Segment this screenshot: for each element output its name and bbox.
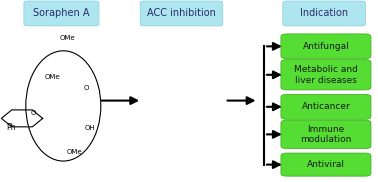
Text: ACC inhibition: ACC inhibition	[147, 8, 216, 18]
Text: Soraphen A: Soraphen A	[33, 8, 90, 18]
FancyBboxPatch shape	[283, 1, 366, 26]
Text: O: O	[31, 110, 36, 116]
FancyBboxPatch shape	[281, 153, 371, 176]
Text: Antiviral: Antiviral	[307, 160, 345, 169]
Text: Anticancer: Anticancer	[302, 102, 350, 111]
Text: OMe: OMe	[44, 74, 60, 80]
Text: Ph: Ph	[6, 123, 15, 132]
FancyBboxPatch shape	[281, 34, 371, 59]
FancyBboxPatch shape	[281, 94, 371, 119]
Text: OMe: OMe	[59, 35, 75, 41]
FancyBboxPatch shape	[281, 120, 371, 149]
Text: O: O	[83, 85, 88, 91]
Text: Immune
modulation: Immune modulation	[300, 125, 352, 144]
Text: Indication: Indication	[300, 8, 348, 18]
FancyBboxPatch shape	[24, 1, 99, 26]
FancyBboxPatch shape	[140, 1, 223, 26]
Text: OMe: OMe	[67, 149, 82, 155]
FancyBboxPatch shape	[281, 60, 371, 90]
Text: Metabolic and
liver diseases: Metabolic and liver diseases	[294, 65, 358, 84]
Text: OH: OH	[84, 125, 95, 131]
Text: Antifungal: Antifungal	[302, 42, 349, 51]
